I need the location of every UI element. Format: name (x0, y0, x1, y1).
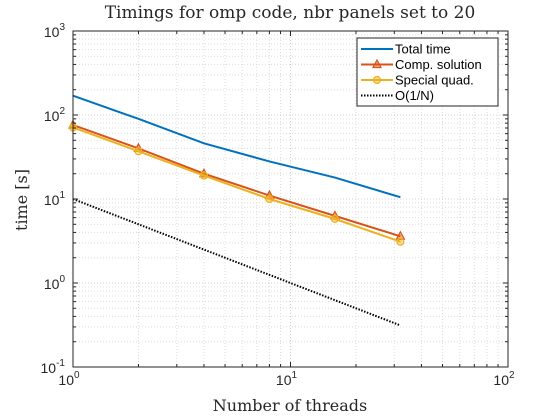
legend-marker-1 (372, 58, 382, 69)
series-layer (68, 94, 406, 327)
x-tick-label: 102 (493, 370, 515, 388)
series-line-0 (72, 94, 401, 199)
x-tick-label: 101 (276, 370, 298, 388)
grid-layer (73, 31, 508, 367)
y-tick-label: 100 (44, 274, 66, 292)
legend-label-0: Total time (395, 42, 451, 57)
legend-label-3: O(1/N) (395, 88, 434, 103)
series-2-point (265, 194, 274, 204)
series-2-point (330, 214, 339, 223)
legend-label-1: Comp. solution (395, 57, 482, 72)
series-2-point (396, 237, 405, 246)
legend-label-2: Special quad. (395, 73, 474, 88)
series-2-point (199, 171, 209, 180)
series-1-point (395, 230, 406, 240)
y-tick-label: 102 (44, 106, 66, 124)
y-tick-label: 101 (44, 190, 66, 208)
legend-marker-2 (372, 75, 382, 85)
x-tick-label: 100 (58, 370, 80, 388)
chart-title: Timings for omp code, nbr panels set to … (105, 3, 476, 23)
series-line-2 (72, 126, 401, 243)
x-axis-label: Number of threads (213, 396, 367, 415)
series-line-3 (72, 198, 401, 327)
y-tick-label: 103 (44, 22, 66, 40)
series-2-point (134, 147, 143, 156)
series-line-1 (72, 124, 401, 238)
y-axis-label: time [s] (12, 169, 31, 231)
y-tick-label: 10-1 (41, 358, 66, 376)
